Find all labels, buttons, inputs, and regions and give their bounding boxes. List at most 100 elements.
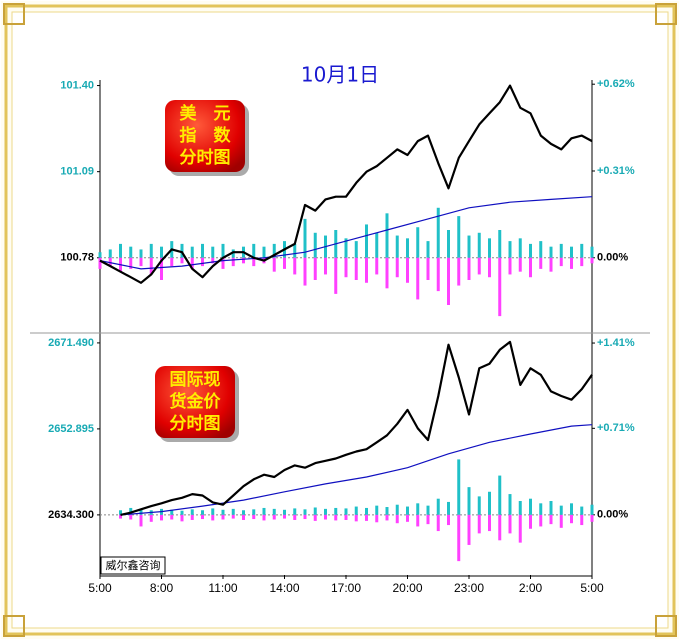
volume-bar: [529, 498, 532, 515]
volume-bar: [549, 514, 553, 525]
label-text: 分时图: [170, 414, 221, 434]
volume-bar: [201, 257, 204, 267]
volume-bar: [580, 514, 584, 526]
volume-bar: [467, 235, 471, 258]
volume-bar: [324, 257, 327, 275]
volume-bar: [262, 514, 266, 521]
volume-bar: [416, 503, 420, 515]
volume-bar: [293, 257, 297, 275]
volume-bar: [570, 257, 573, 269]
volume-bar: [590, 246, 594, 258]
volume-bar: [467, 257, 471, 280]
volume-bar: [580, 506, 584, 515]
volume-bar: [129, 246, 133, 258]
volume-bar: [149, 243, 153, 258]
volume-bar: [406, 514, 409, 522]
corner: [3, 615, 25, 637]
label-box: [155, 366, 235, 438]
volume-bar: [129, 507, 133, 515]
volume-bar: [303, 218, 307, 258]
volume-bar: [477, 257, 481, 275]
volume-bar: [529, 243, 532, 258]
volume-bar: [313, 257, 317, 280]
volume-bar: [313, 507, 317, 515]
volume-bar: [303, 514, 307, 520]
volume-bar: [365, 514, 368, 521]
label-box: [165, 100, 245, 172]
volume-bar: [488, 238, 491, 258]
volume-bar: [139, 509, 143, 515]
volume-bar: [283, 509, 286, 515]
volume-bar: [539, 514, 543, 527]
average-line: [120, 424, 593, 516]
volume-bar: [149, 257, 153, 275]
volume-bar: [549, 246, 553, 258]
y-tick-label: 100.78: [60, 252, 94, 264]
volume-bar: [293, 514, 297, 520]
volume-bar: [406, 238, 409, 258]
volume-bar: [119, 514, 122, 519]
volume-bar: [231, 249, 235, 258]
volume-bar: [416, 227, 420, 258]
volume-bar: [488, 491, 491, 515]
y-tick-label: 2634.300: [48, 509, 94, 521]
volume-bar: [457, 216, 461, 258]
volume-bar: [477, 514, 481, 534]
volume-bar: [160, 257, 163, 280]
volume-bar: [334, 507, 338, 515]
corner: [3, 3, 25, 25]
volume-bar: [293, 508, 297, 515]
volume-bar: [313, 514, 317, 521]
volume-bar: [180, 514, 184, 522]
volume-bar: [252, 509, 256, 515]
volume-bar: [457, 514, 461, 562]
volume-bar: [365, 507, 368, 515]
volume-bar: [324, 514, 327, 520]
volume-bar: [190, 509, 194, 515]
corner: [655, 615, 677, 637]
volume-bar: [334, 514, 338, 521]
volume-bar: [108, 257, 112, 267]
volume-bar: [498, 514, 502, 541]
volume-bar: [211, 246, 215, 258]
volume-bar: [344, 514, 348, 520]
volume-bar: [231, 257, 235, 267]
volume-bar: [447, 501, 450, 515]
volume-bar: [180, 257, 184, 264]
volume-bar: [570, 246, 573, 258]
volume-bar: [262, 246, 266, 258]
corner: [655, 3, 677, 25]
volume-bar: [98, 257, 102, 269]
volume-bar: [170, 509, 174, 515]
volume-bar: [549, 257, 553, 272]
volume-bar: [385, 507, 389, 515]
y2-tick-label: 0.00%: [597, 252, 628, 264]
label-text: 货金价: [170, 391, 222, 412]
volume-bar: [365, 257, 368, 283]
volume-bar: [385, 257, 389, 289]
volume-bar: [508, 494, 512, 515]
volume-bar: [447, 257, 450, 305]
volume-bar: [436, 514, 440, 532]
y-tick-label: 2671.490: [48, 337, 94, 349]
volume-bar: [498, 230, 502, 258]
volume-bar: [170, 514, 174, 520]
volume-bar: [559, 257, 563, 267]
average-line: [99, 196, 593, 270]
volume-bar: [262, 507, 266, 515]
volume-bar: [139, 257, 143, 267]
volume-bar: [190, 257, 194, 269]
volume-bar: [303, 257, 307, 286]
volume-bar: [354, 506, 358, 515]
volume-bar: [129, 257, 133, 269]
volume-bar: [252, 243, 256, 258]
volume-bar: [221, 509, 225, 515]
volume-bar: [242, 514, 245, 520]
volume-bar: [457, 459, 461, 515]
y2-tick-label: +0.71%: [597, 422, 635, 434]
volume-bar: [242, 257, 245, 264]
volume-bar: [170, 257, 174, 267]
volume-bar: [457, 257, 461, 286]
volume-bar: [201, 510, 204, 515]
volume-bar: [221, 514, 225, 520]
